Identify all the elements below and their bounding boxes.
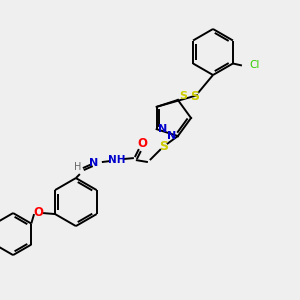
Text: N: N: [158, 124, 167, 134]
Text: N: N: [89, 158, 98, 168]
Text: NH: NH: [108, 155, 126, 165]
Text: S: S: [190, 91, 200, 103]
Text: Cl: Cl: [249, 61, 259, 70]
Text: H: H: [74, 162, 82, 172]
Text: O: O: [138, 136, 148, 150]
Text: S: S: [159, 140, 168, 153]
Text: N: N: [167, 131, 176, 141]
Text: S: S: [179, 91, 187, 101]
Text: O: O: [33, 206, 43, 219]
